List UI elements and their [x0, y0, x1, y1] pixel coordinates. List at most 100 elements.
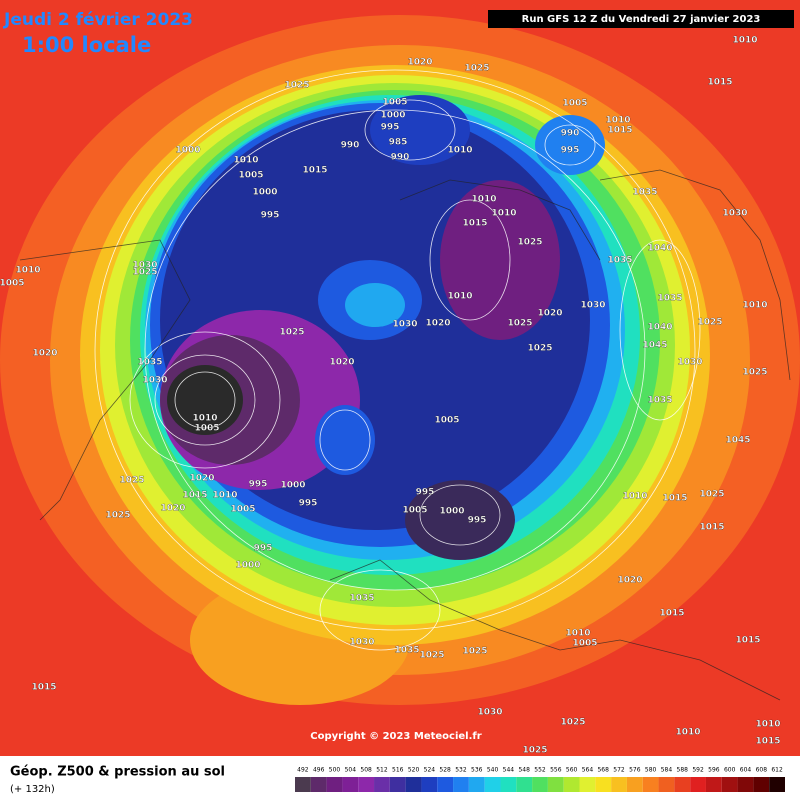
scale-swatch — [690, 777, 706, 792]
isobar-label: 1025 — [419, 651, 444, 661]
isobar-label: 1020 — [329, 358, 354, 368]
scale-swatch — [674, 777, 691, 792]
scale-swatch — [705, 777, 722, 792]
isobar-label: 1025 — [132, 268, 157, 278]
isobar-label: 1000 — [439, 507, 464, 517]
isobar-label: 995 — [254, 544, 273, 554]
scale-swatch — [563, 777, 580, 792]
isobar-label: 995 — [381, 123, 400, 133]
isobar-label: 1010 — [675, 728, 700, 738]
isobar-label: 1025 — [462, 647, 487, 657]
scale-swatch — [500, 777, 517, 792]
isobar-label: 1035 — [632, 188, 657, 198]
scale-swatch — [358, 777, 375, 792]
isobar-label: 1010 — [605, 116, 630, 126]
scale-swatch — [769, 777, 785, 792]
isobar-label: 1025 — [560, 718, 585, 728]
lead-time: (+ 132h) — [10, 784, 55, 795]
scale-swatch — [579, 777, 596, 792]
map-title: Géop. Z500 & pression au sol — [10, 765, 225, 780]
isobar-label: 1010 — [755, 720, 780, 730]
isobar-label: 1015 — [755, 737, 780, 747]
scale-swatch — [295, 777, 311, 792]
scale-swatch — [421, 777, 438, 792]
scale-label: 536 — [471, 767, 483, 774]
isobar-label: 1010 — [447, 292, 472, 302]
isobar-labels: 1010101510201025102510051000995985990990… — [0, 35, 781, 756]
isobar-label: 1020 — [425, 319, 450, 329]
local-time: 1:00 locale — [22, 33, 151, 57]
isobar-label: 1035 — [607, 256, 632, 266]
isobar-label: 1025 — [699, 490, 724, 500]
scale-swatch — [453, 777, 469, 792]
isobar-label: 1005 — [194, 424, 219, 434]
isobar-label: 1020 — [32, 349, 57, 359]
isobar-label: 1010 — [212, 491, 237, 501]
isobar-contours — [94, 69, 701, 651]
scale-label: 568 — [597, 767, 609, 774]
run-info: Run GFS 12 Z du Vendredi 27 janvier 2023 — [522, 14, 761, 25]
isobar-label: 995 — [261, 211, 280, 221]
scale-swatch — [326, 777, 343, 792]
isobar-label: 1030 — [677, 358, 702, 368]
scale-label: 600 — [724, 767, 736, 774]
isobar-label: 990 — [561, 129, 580, 139]
color-scale: 492 496 500 504 508 512 516 520 524 528 532 536 540 5… — [295, 767, 785, 792]
isobar-label: 1010 — [491, 209, 516, 219]
isobar-label: 1010 — [732, 36, 757, 46]
isobar-label: 1030 — [477, 708, 502, 718]
scale-label: 612 — [771, 767, 783, 774]
isobar-label: 1025 — [742, 368, 767, 378]
isobar-label: 1025 — [279, 328, 304, 338]
isobar-label: 1015 — [182, 491, 207, 501]
isobar-label: 1000 — [235, 561, 260, 571]
scale-swatch — [642, 777, 659, 792]
isobar-label: 1015 — [302, 166, 327, 176]
isobar-label: 1030 — [580, 301, 605, 311]
scale-swatch — [468, 777, 485, 792]
scale-label: 560 — [566, 767, 578, 774]
scale-label: 508 — [360, 767, 372, 774]
isobar-label: 1005 — [562, 99, 587, 109]
run-box — [488, 10, 794, 28]
isobar-label: 995 — [561, 146, 580, 156]
scale-label: 524 — [424, 767, 436, 774]
scale-label: 516 — [392, 767, 404, 774]
scale-swatch — [626, 777, 643, 792]
scale-label: 548 — [518, 767, 530, 774]
scale-swatch — [516, 777, 533, 792]
scale-label: 592 — [692, 767, 704, 774]
isobar-label: 1025 — [105, 511, 130, 521]
scale-label: 588 — [677, 767, 689, 774]
isobar-label: 1000 — [252, 188, 277, 198]
scale-swatch — [342, 777, 359, 792]
isobar-label: 1045 — [725, 436, 750, 446]
isobar-label: 1015 — [462, 219, 487, 229]
copyright: Copyright © 2023 Meteociel.fr — [310, 731, 481, 742]
scale-label: 532 — [455, 767, 467, 774]
scale-swatch — [437, 777, 454, 792]
scale-label: 552 — [534, 767, 546, 774]
isobar-label: 1015 — [735, 636, 760, 646]
isobar-label: 1030 — [349, 638, 374, 648]
scale-swatch — [374, 777, 390, 792]
isobar-label: 995 — [416, 488, 435, 498]
isobar-label: 1045 — [642, 341, 667, 351]
isobar-label: 1005 — [402, 506, 427, 516]
isobar-label: 1020 — [160, 504, 185, 514]
scale-swatch — [405, 777, 422, 792]
isobar-label: 1025 — [464, 64, 489, 74]
scale-swatch — [658, 777, 675, 792]
isobar-label: 1015 — [659, 609, 684, 619]
isobar-label: 995 — [468, 516, 487, 526]
isobar-label: 1030 — [392, 320, 417, 330]
scale-label: 496 — [313, 767, 325, 774]
isobar-label: 1025 — [522, 746, 547, 756]
isobar-label: 1010 — [447, 146, 472, 156]
isobar-label: 1025 — [284, 81, 309, 91]
isobar-label: 1020 — [617, 576, 642, 586]
isobar-label: 1040 — [647, 323, 672, 333]
isobar-label: 1015 — [31, 683, 56, 693]
scale-swatch — [547, 777, 564, 792]
